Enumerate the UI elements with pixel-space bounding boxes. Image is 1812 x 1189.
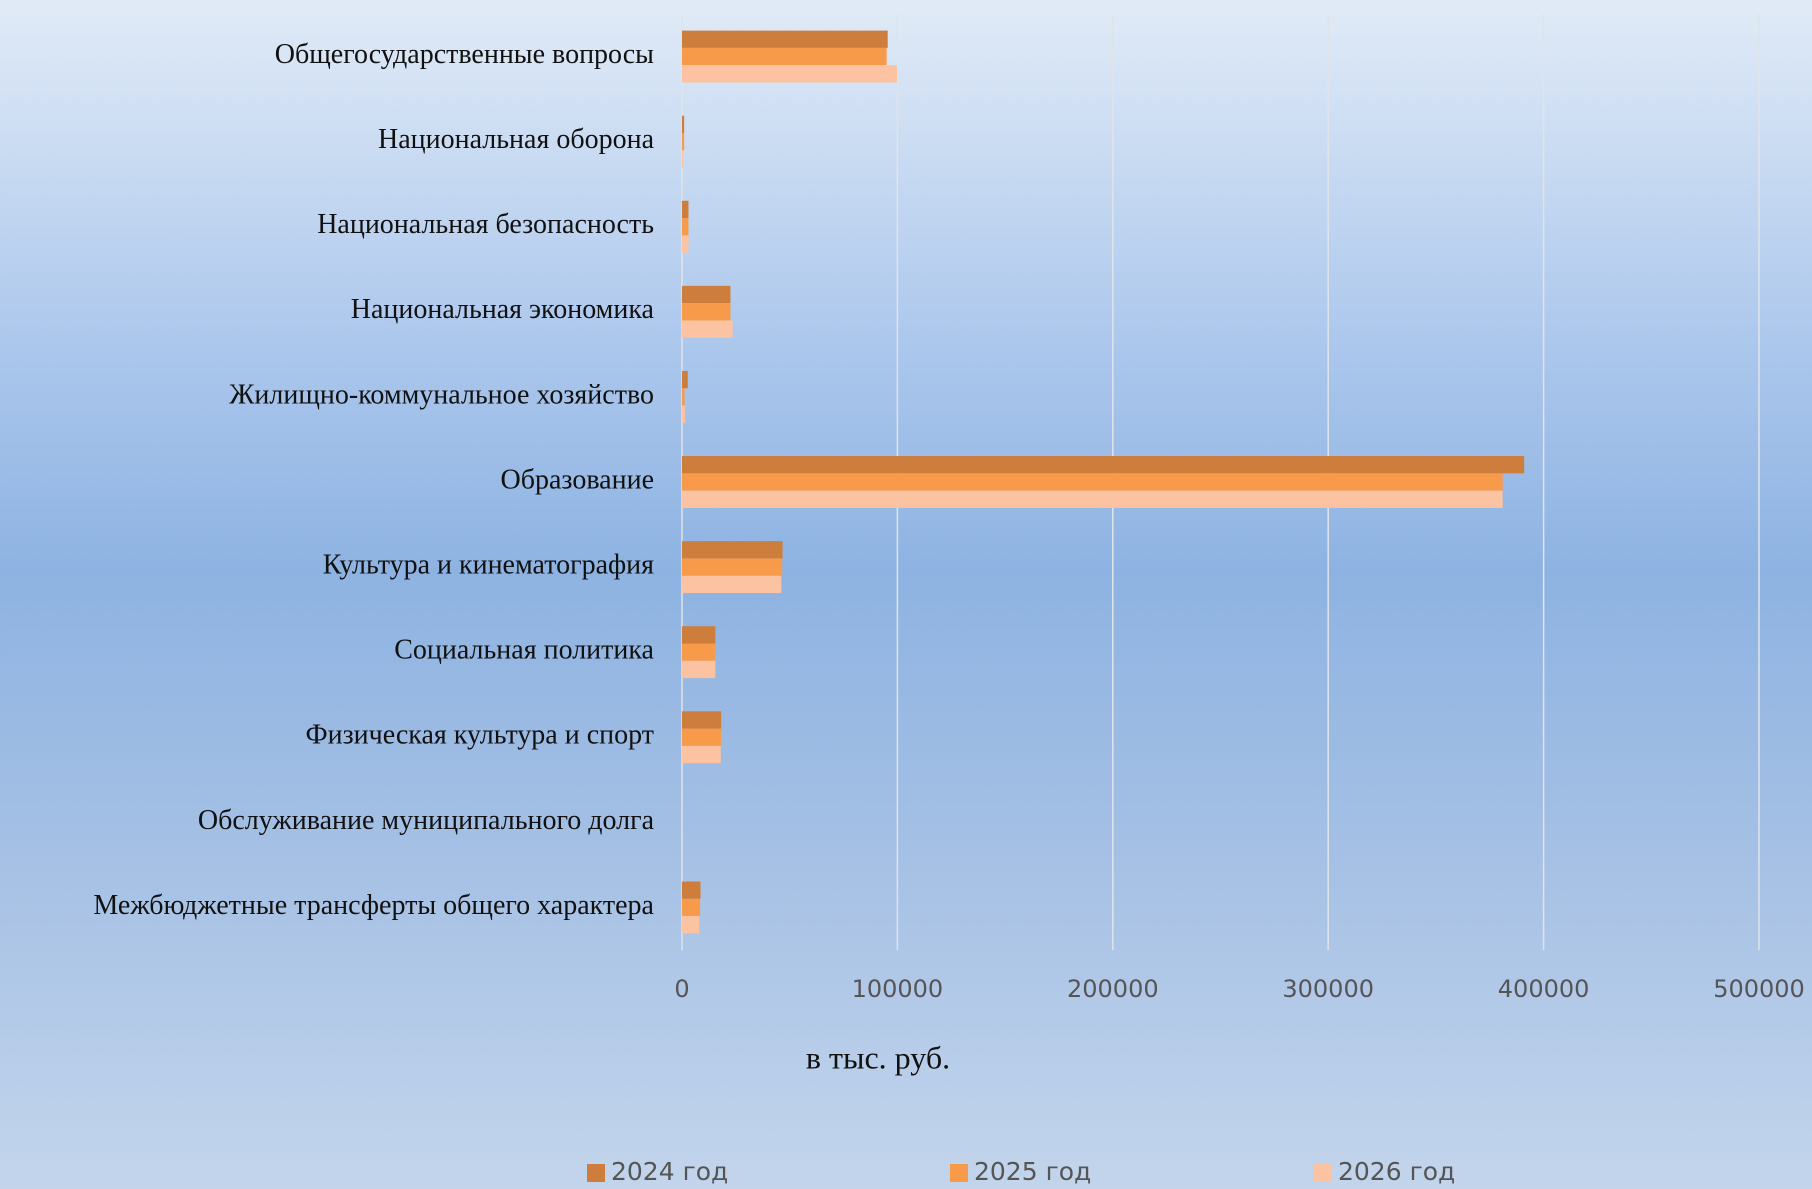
bar [682, 558, 783, 576]
bar [682, 728, 722, 746]
x-tick-label: 400000 [1498, 975, 1590, 1003]
bar [682, 898, 701, 917]
bar [682, 473, 1503, 491]
legend-label: 2025 год [974, 1157, 1091, 1186]
legend-swatch [1314, 1164, 1332, 1182]
x-tick-label: 0 [674, 975, 689, 1003]
bar [682, 711, 722, 729]
x-tick-label: 100000 [852, 975, 944, 1003]
bar [682, 115, 685, 133]
x-tick-label: 200000 [1067, 975, 1159, 1003]
y-tick-label: Жилищно-коммунальное хозяйство [229, 379, 654, 410]
y-tick-label: Обслуживание муниципального долга [198, 805, 655, 836]
legend-swatch [950, 1164, 968, 1182]
y-tick-label: Физическая культура и спорт [306, 720, 654, 751]
legend-swatch [587, 1164, 605, 1182]
y-tick-label: Межбюджетные трансферты общего характера [93, 890, 654, 921]
x-tick-label: 300000 [1282, 975, 1374, 1003]
bar [682, 285, 731, 304]
bar [682, 30, 888, 48]
bar [682, 660, 716, 679]
y-tick-label: Социальная политика [394, 635, 654, 666]
bar [682, 235, 689, 253]
bar [682, 370, 688, 389]
bar [682, 150, 684, 168]
y-tick-label: Национальная экономика [351, 294, 655, 325]
y-tick-label: Культура и кинематография [323, 550, 654, 581]
bar [682, 405, 686, 423]
y-tick-label: Национальная безопасность [317, 209, 654, 240]
bar [682, 881, 701, 899]
bar [682, 303, 731, 321]
bar [682, 388, 685, 406]
y-tick-label: Национальная оборона [378, 124, 655, 155]
bar [682, 541, 783, 559]
bar [682, 456, 1525, 474]
y-tick-label: Общегосударственные вопросы [275, 39, 654, 70]
legend-label: 2026 год [1338, 1157, 1455, 1186]
bar [682, 218, 689, 236]
x-axis-title: в тыс. руб. [806, 1039, 950, 1075]
bar [682, 65, 897, 83]
x-tick-label: 500000 [1713, 975, 1805, 1003]
bar [682, 643, 716, 661]
bar [682, 132, 685, 151]
bar [682, 47, 887, 66]
legend-label: 2024 год [611, 1157, 728, 1186]
bar [682, 626, 716, 644]
bar [682, 916, 700, 934]
bar [682, 200, 689, 219]
bar [682, 490, 1503, 508]
bar [682, 745, 721, 764]
y-tick-label: Образование [501, 464, 654, 495]
bar [682, 320, 733, 338]
bar [682, 575, 782, 594]
